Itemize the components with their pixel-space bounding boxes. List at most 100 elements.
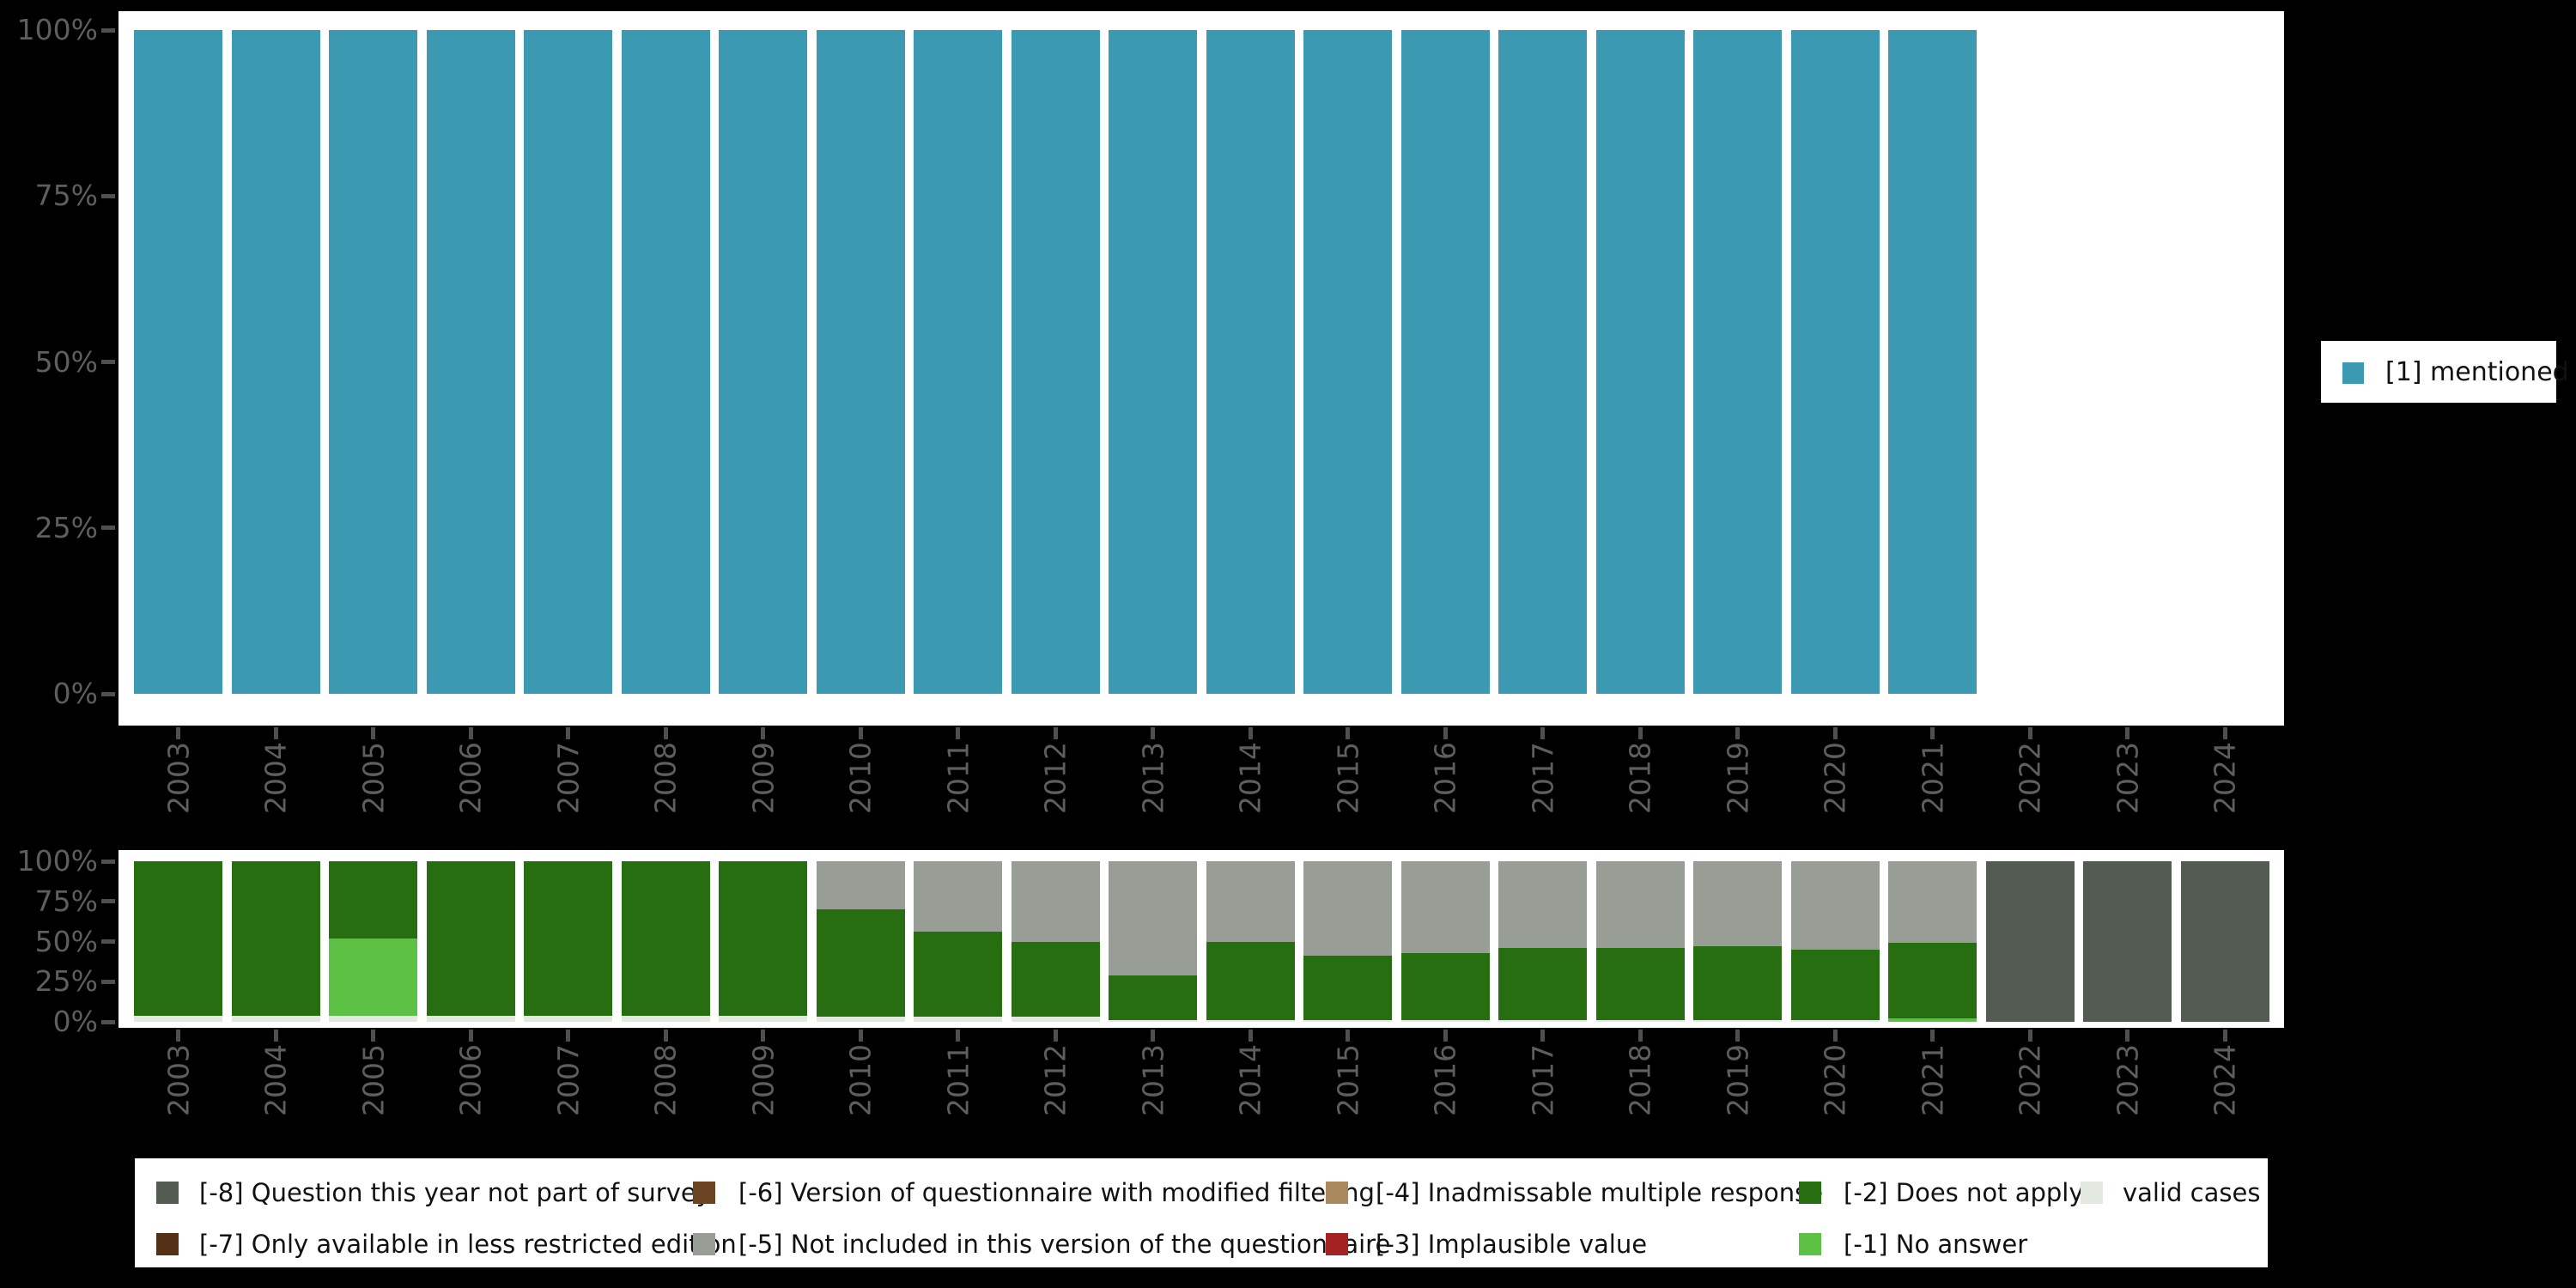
bar-segment-2018 [1595, 30, 1685, 694]
y-tick-label: 100% [16, 13, 98, 46]
x-tick-label: 2011 [941, 742, 975, 814]
x-tick-mark [273, 1030, 278, 1042]
x-tick-label: 2019 [1721, 1044, 1754, 1116]
x-tick-mark [858, 1030, 863, 1042]
bar-segment-2010 [816, 30, 905, 694]
bar-segment-2014 [1206, 30, 1295, 694]
x-tick-label: 2012 [1038, 742, 1072, 814]
x-tick-mark [2222, 1030, 2227, 1042]
legend-swatch [156, 1233, 179, 1255]
x-tick-mark [566, 1030, 570, 1042]
bar-segment-2007 [524, 861, 612, 1016]
legend-label: [-7] Only available in less restricted e… [199, 1230, 737, 1259]
x-tick-label: 2024 [2208, 1044, 2242, 1116]
bar-segment-2018 [1595, 1020, 1685, 1022]
legend-label: [-8] Question this year not part of surv… [199, 1178, 711, 1207]
x-tick-mark [1930, 727, 1935, 739]
x-tick-mark [1053, 1030, 1058, 1042]
x-tick-label: 2019 [1721, 742, 1754, 814]
legend-swatch [1326, 1182, 1348, 1204]
bar-segment-2014 [1206, 1020, 1295, 1022]
bar-segment-2021 [1888, 30, 1977, 694]
bar-segment-2016 [1400, 861, 1490, 953]
bar-segment-2010 [816, 909, 905, 1018]
bar-segment-2021 [1888, 943, 1977, 1019]
x-tick-mark [761, 727, 765, 739]
x-tick-mark [2027, 727, 2032, 739]
bar-segment-2009 [719, 861, 807, 1016]
bar-segment-2018 [1595, 861, 1685, 948]
bar-segment-2016 [1400, 1020, 1490, 1022]
x-tick-label: 2006 [453, 1044, 488, 1116]
bar-segment-2011 [914, 861, 1002, 933]
bar-segment-2003 [134, 1015, 222, 1022]
x-tick-label: 2010 [843, 1044, 878, 1116]
bar-segment-2022 [1985, 861, 2075, 1022]
x-tick-mark [1443, 727, 1448, 739]
y-tick-mark [101, 859, 115, 864]
x-tick-label: 2015 [1331, 742, 1364, 814]
legend-swatch [1799, 1182, 1821, 1204]
bar-segment-2013 [1109, 1020, 1197, 1022]
x-tick-label: 2011 [941, 1044, 975, 1116]
x-tick-mark [468, 1030, 473, 1042]
x-tick-mark [1443, 1030, 1448, 1042]
x-tick-mark [1930, 1030, 1935, 1042]
bar-segment-2013 [1109, 975, 1197, 1021]
x-tick-mark [1248, 1030, 1253, 1042]
x-tick-label: 2021 [1916, 742, 1949, 814]
x-tick-mark [956, 1030, 960, 1042]
x-tick-label: 2005 [356, 1044, 390, 1116]
x-tick-label: 2016 [1428, 1044, 1462, 1116]
x-tick-mark [858, 727, 863, 739]
legend-label: [-1] No answer [1844, 1230, 2028, 1259]
bar-segment-2006 [426, 30, 515, 694]
x-tick-label: 2022 [2013, 742, 2047, 814]
x-tick-mark [468, 727, 473, 739]
x-tick-label: 2005 [356, 742, 390, 814]
x-tick-mark [1832, 1030, 1838, 1042]
x-tick-mark [1151, 727, 1155, 739]
bar-segment-2018 [1595, 947, 1685, 1021]
bar-segment-2013 [1109, 861, 1197, 975]
x-tick-mark [2125, 727, 2129, 739]
x-tick-label: 2020 [1818, 1044, 1852, 1116]
y-tick-mark [101, 193, 115, 198]
x-tick-mark [1637, 1030, 1643, 1042]
x-tick-mark [371, 727, 375, 739]
x-tick-label: 2015 [1331, 1044, 1364, 1116]
x-tick-mark [663, 727, 668, 739]
x-tick-mark [371, 1030, 375, 1042]
legend-label: [-2] Does not apply [1844, 1178, 2084, 1207]
x-tick-label: 2009 [746, 1044, 780, 1116]
legend-swatch [156, 1182, 179, 1204]
bar-segment-2020 [1790, 861, 1880, 950]
bar-segment-2003 [134, 861, 222, 1016]
x-tick-mark [176, 727, 180, 739]
x-tick-mark [1248, 727, 1253, 739]
bar-segment-2005 [329, 30, 417, 694]
bar-segment-2005 [329, 861, 417, 939]
x-tick-label: 2023 [2111, 742, 2144, 814]
y-tick-label: 50% [34, 344, 98, 379]
x-tick-mark [2125, 1030, 2129, 1042]
mentioned-legend-swatch [2342, 362, 2364, 384]
x-tick-label: 2020 [1818, 742, 1852, 814]
x-tick-mark [1735, 727, 1740, 739]
x-tick-label: 2007 [551, 742, 585, 814]
bottom-chart-panel [118, 850, 2284, 1028]
x-tick-mark [1832, 727, 1838, 739]
bar-segment-2010 [816, 1017, 905, 1022]
x-tick-mark [1151, 1030, 1155, 1042]
bar-segment-2008 [621, 861, 710, 1016]
bar-segment-2011 [914, 1017, 1002, 1022]
missing-values-legend: [-8] Question this year not part of surv… [135, 1158, 2268, 1267]
bar-segment-2004 [231, 1015, 320, 1022]
y-tick-mark [101, 979, 115, 984]
x-tick-label: 2012 [1038, 1044, 1072, 1116]
x-tick-mark [176, 1030, 180, 1042]
x-tick-label: 2004 [258, 742, 293, 814]
x-tick-label: 2014 [1233, 1044, 1267, 1116]
bar-segment-2011 [914, 30, 1002, 694]
